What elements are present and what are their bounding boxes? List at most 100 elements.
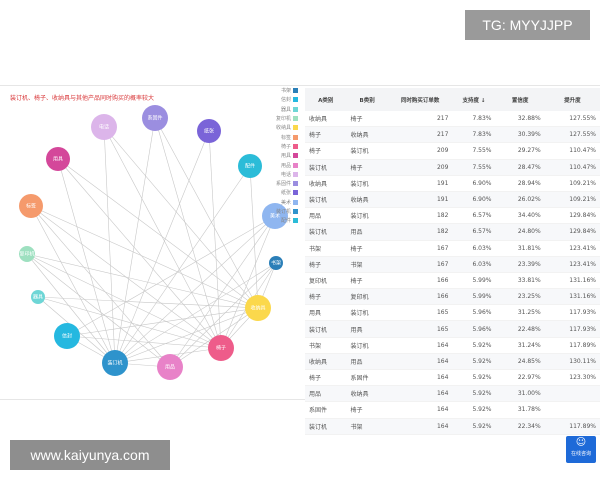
table-cell: 110.47% [544,142,600,160]
table-cell: 123.41% [544,240,600,257]
legend-label: 信封 [280,97,291,104]
legend-item[interactable]: 收纳具 [276,123,298,132]
table-row: 椅子 系固件 164 5.92% 22.97% 123.30% [305,369,600,387]
table-cell: 椅子 [305,142,347,160]
online-consult-button[interactable]: ☺ 在线咨询 [566,436,596,463]
legend-item[interactable]: 复印机 [276,114,298,123]
legend-swatch [293,181,298,187]
graph-link [220,215,276,349]
column-header[interactable]: 提升度 [544,88,600,111]
node-label: 美术 [270,213,280,220]
legend-item[interactable]: 美术 [276,198,298,207]
table-row: 装订机 用品 182 6.57% 24.80% 129.84% [305,223,600,241]
table-cell: 164 [387,401,453,419]
graph-node[interactable]: 复印机 [19,246,35,262]
graph-link [114,307,259,364]
node-circle [102,350,128,376]
graph-node[interactable]: 纸张 [197,119,221,143]
legend-item[interactable]: 书架 [276,86,298,95]
table-cell: 装订机 [346,304,388,322]
graph-link [30,205,259,309]
column-header[interactable]: 置信度 [495,88,545,111]
graph-node[interactable]: 系固件 [142,105,168,131]
graph-node[interactable]: 配件 [238,154,262,178]
table-cell: 系固件 [305,401,347,419]
legend-item[interactable]: 用具 [276,151,298,160]
graph-node[interactable]: 电话 [91,114,117,140]
column-header[interactable]: B类别 [346,88,388,111]
graph-link [103,126,116,364]
legend-item[interactable]: 配件 [276,216,298,225]
watermark-top: TG: MYYJJPP [465,10,590,40]
table-cell: 6.90% [452,191,496,209]
table-cell: 127.55% [544,111,600,128]
legend-item[interactable]: 标签 [276,132,298,141]
graph-link [114,215,276,364]
graph-node[interactable]: 用品 [157,354,183,380]
node-circle [54,323,80,349]
column-header[interactable]: A类别 [305,88,347,111]
legend-swatch [293,199,298,205]
graph-node[interactable]: 器具 [31,290,45,304]
graph-node[interactable]: 装订机 [102,350,128,376]
legend-label: 美术 [280,199,291,206]
legend-label: 书架 [280,88,291,95]
table-cell: 131.16% [544,288,600,306]
legend-item[interactable]: 信封 [276,95,298,104]
table-cell: 5.92% [452,401,496,419]
legend-label: 收纳具 [275,125,291,132]
table-cell: 131.16% [544,272,600,290]
table-cell: 167 [387,240,453,257]
table-cell: 复印机 [346,288,388,306]
legend-item[interactable]: 器具 [276,105,298,114]
graph-link [249,165,259,309]
table-row: 椅子 书架 167 6.03% 23.39% 123.41% [305,256,600,273]
table-row: 装订机 收纳具 191 6.90% 26.02% 109.21% [305,191,600,209]
node-circle [91,114,117,140]
graph-node[interactable]: 椅子 [208,335,234,361]
node-label: 装订机 [107,360,122,367]
table-row: 书架 椅子 167 6.03% 31.81% 123.41% [305,240,600,257]
legend-item[interactable]: 系固件 [276,179,298,188]
node-circle [142,105,168,131]
node-circle [238,154,262,178]
graph-node[interactable]: 信封 [54,323,80,349]
graph-node[interactable]: 用具 [46,147,70,171]
legend-label: 纸张 [280,190,291,197]
table-cell: 椅子 [346,401,388,419]
legend-label: 装订机 [275,209,291,215]
node-circle [19,246,35,262]
table-cell: 167 [387,256,453,273]
table-cell: 系固件 [346,369,388,387]
table-cell: 24.85% [495,353,545,371]
table-row: 用品 装订机 182 6.57% 34.40% 129.84% [305,207,600,225]
node-label: 纸张 [204,128,214,135]
graph-node[interactable]: 美术 [262,203,288,229]
legend-item[interactable]: 装订机 [276,207,298,216]
graph-node[interactable]: 标签 [19,194,43,218]
table-cell: 109.21% [544,191,600,209]
table-cell: 130.11% [544,353,600,371]
legend-item[interactable]: 纸张 [276,188,298,197]
table-cell: 用具 [305,304,347,322]
graph-link [114,117,156,364]
column-header[interactable]: 同时购买订单数 [387,88,453,111]
legend-item[interactable]: 椅子 [276,142,298,151]
graph-link [37,296,259,309]
node-label: 系固件 [147,115,162,122]
graph-link [114,165,251,364]
table-cell: 装订机 [305,320,347,338]
table-row: 装订机 用具 165 5.96% 22.48% 117.93% [305,320,600,338]
table-cell: 椅子 [305,369,347,387]
column-header[interactable]: 支持度 ↓ [452,88,496,111]
legend-item[interactable]: 用品 [276,160,298,169]
graph-legend: 书架信封 器具 复印机收纳具 标签 椅子 用具 用品 电话 系固件纸张美术装订机 配件 [276,86,298,225]
graph-node[interactable]: 收纳具 [245,295,271,321]
table-row: 书架 装订机 164 5.92% 31.24% 117.89% [305,337,600,354]
graph-node[interactable]: 书架 [269,256,283,270]
table-cell: 装订机 [305,418,347,435]
table-cell: 165 [387,304,453,322]
table-cell: 椅子 [346,240,388,257]
node-label: 电话 [99,124,109,131]
legend-item[interactable]: 电话 [276,170,298,179]
